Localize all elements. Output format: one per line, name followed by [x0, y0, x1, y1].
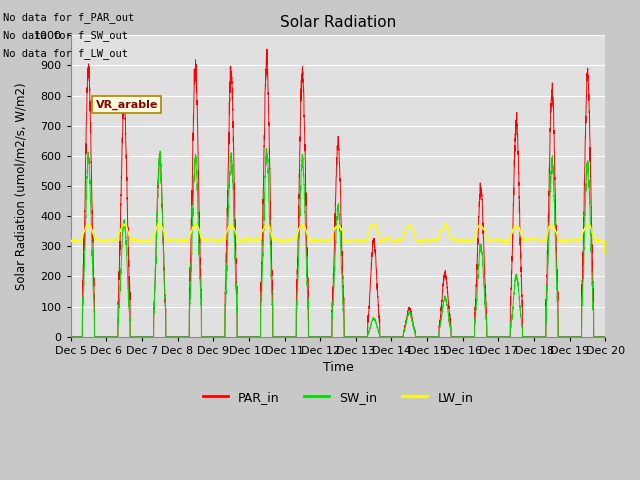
Text: No data for f_SW_out: No data for f_SW_out — [3, 30, 128, 41]
Title: Solar Radiation: Solar Radiation — [280, 15, 396, 30]
Text: VR_arable: VR_arable — [95, 99, 158, 110]
Text: No data for f_PAR_out: No data for f_PAR_out — [3, 12, 134, 23]
Text: No data for f_LW_out: No data for f_LW_out — [3, 48, 128, 60]
Y-axis label: Solar Radiation (umol/m2/s, W/m2): Solar Radiation (umol/m2/s, W/m2) — [15, 82, 28, 290]
X-axis label: Time: Time — [323, 361, 353, 374]
Legend: PAR_in, SW_in, LW_in: PAR_in, SW_in, LW_in — [198, 386, 478, 409]
